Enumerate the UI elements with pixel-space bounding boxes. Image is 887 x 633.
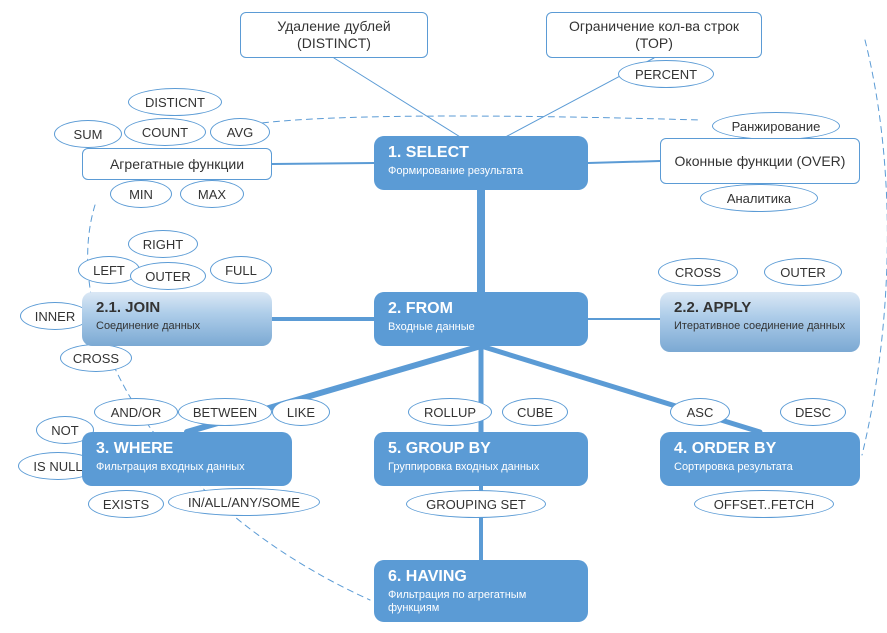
ell-offset: OFFSET..FETCH (694, 490, 834, 518)
diagram-canvas: 1. SELECT Формирование результата 2. FRO… (0, 0, 887, 633)
node-orderby-title: 4. ORDER BY (674, 440, 846, 458)
ell-min: MIN (110, 180, 172, 208)
ell-count: COUNT (124, 118, 206, 146)
ell-cube: CUBE (502, 398, 568, 426)
ell-percent: PERCENT (618, 60, 714, 88)
node-select: 1. SELECT Формирование результата (374, 136, 588, 190)
ell-cross-a: CROSS (658, 258, 738, 286)
node-distinct-rect: Удаление дублей (DISTINCT) (240, 12, 428, 58)
ell-max: MAX (180, 180, 244, 208)
ell-inall: IN/ALL/ANY/SOME (168, 488, 320, 516)
node-from: 2. FROM Входные данные (374, 292, 588, 346)
ell-outer-a: OUTER (764, 258, 842, 286)
node-apply-title: 2.2. APPLY (674, 300, 846, 317)
node-groupby-title: 5. GROUP BY (388, 440, 574, 458)
ell-between: BETWEEN (178, 398, 272, 426)
node-join: 2.1. JOIN Соединение данных (82, 292, 272, 346)
node-where-sub: Фильтрация входных данных (96, 461, 278, 474)
ell-avg: AVG (210, 118, 270, 146)
node-aggfn-rect: Агрегатные функции (82, 148, 272, 180)
ell-right: RIGHT (128, 230, 198, 258)
ell-inner: INNER (20, 302, 90, 330)
ell-andor: AND/OR (94, 398, 178, 426)
ell-rollup: ROLLUP (408, 398, 492, 426)
node-join-title: 2.1. JOIN (96, 300, 258, 317)
node-from-sub: Входные данные (388, 321, 574, 334)
node-overfn-rect: Оконные функции (OVER) (660, 138, 860, 184)
node-select-title: 1. SELECT (388, 144, 574, 162)
ell-sum: SUM (54, 120, 122, 148)
ell-cross-j: CROSS (60, 344, 132, 372)
ell-analytic: Аналитика (700, 184, 818, 212)
node-where: 3. WHERE Фильтрация входных данных (82, 432, 292, 486)
node-select-sub: Формирование результата (388, 165, 574, 178)
node-orderby: 4. ORDER BY Сортировка результата (660, 432, 860, 486)
node-having-title: 6. HAVING (388, 568, 574, 586)
ell-like: LIKE (272, 398, 330, 426)
node-where-title: 3. WHERE (96, 440, 278, 458)
ell-outer-j: OUTER (130, 262, 206, 290)
node-top-rect: Ограничение кол-ва строк (TOP) (546, 12, 762, 58)
node-apply-sub: Итеративное соединение данных (674, 320, 846, 333)
ell-rank: Ранжирование (712, 112, 840, 140)
ell-gset: GROUPING SET (406, 490, 546, 518)
node-from-title: 2. FROM (388, 300, 574, 318)
node-groupby-sub: Группировка входных данных (388, 461, 574, 474)
ell-disticnt: DISTICNT (128, 88, 222, 116)
node-join-sub: Соединение данных (96, 320, 258, 333)
ell-exists: EXISTS (88, 490, 164, 518)
node-groupby: 5. GROUP BY Группировка входных данных (374, 432, 588, 486)
node-having-sub: Фильтрация по агрегатным функциям (388, 589, 574, 615)
node-orderby-sub: Сортировка результата (674, 461, 846, 474)
node-having: 6. HAVING Фильтрация по агрегатным функц… (374, 560, 588, 622)
ell-asc: ASC (670, 398, 730, 426)
node-apply: 2.2. APPLY Итеративное соединение данных (660, 292, 860, 352)
ell-full: FULL (210, 256, 272, 284)
ell-desc: DESC (780, 398, 846, 426)
